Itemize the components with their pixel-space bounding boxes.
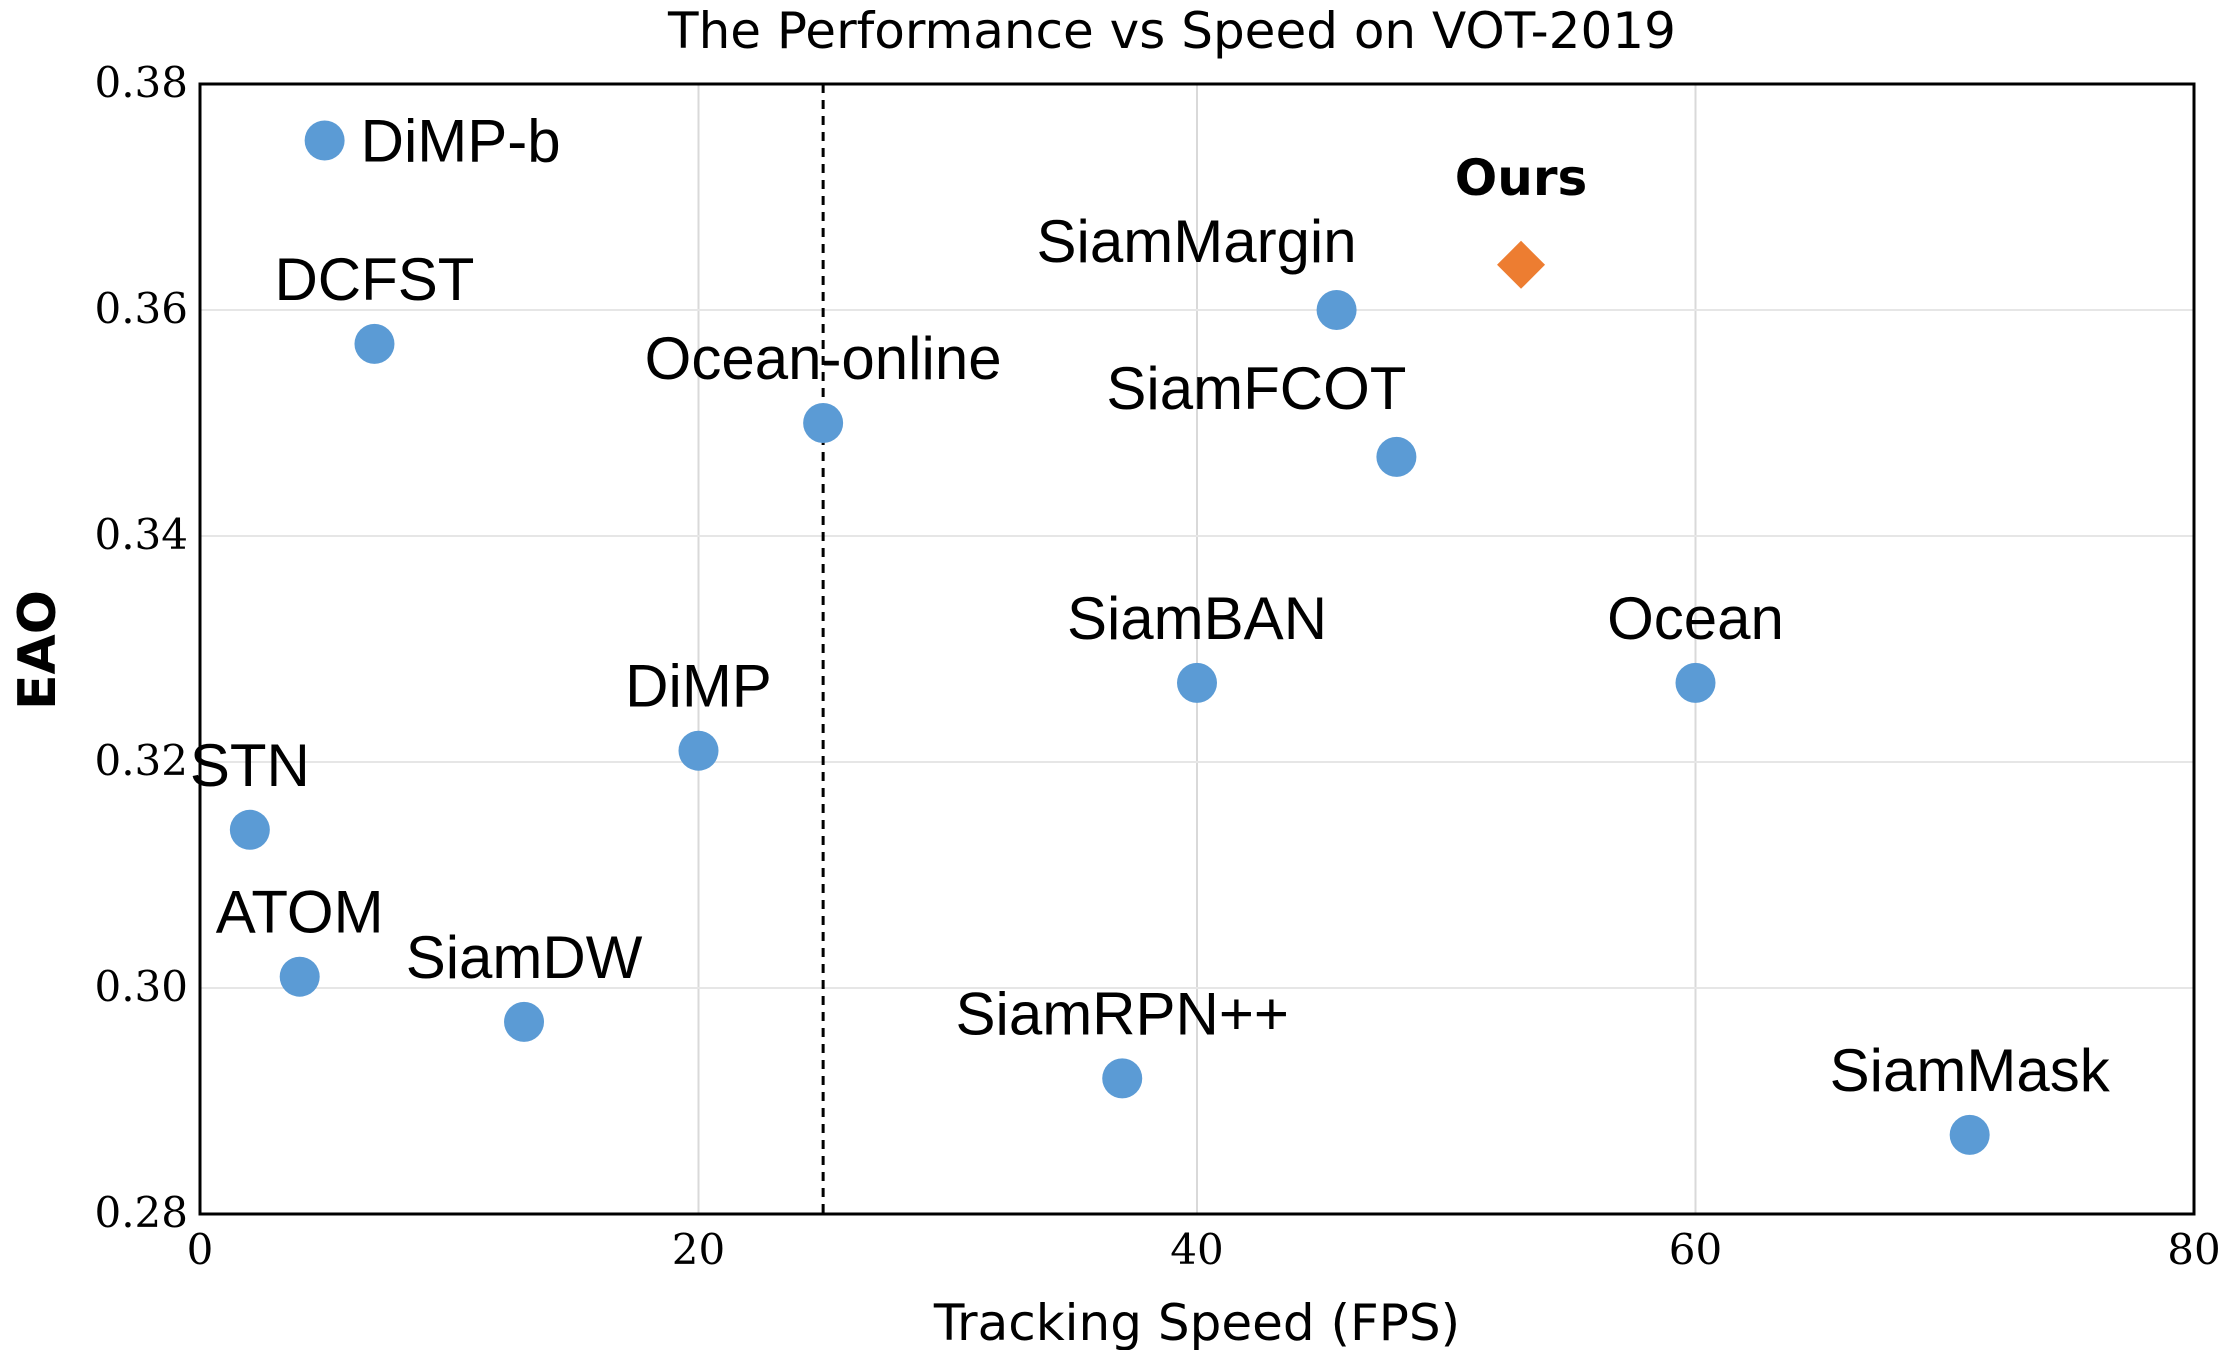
gridlines: [200, 84, 2194, 1214]
data-point: [1376, 436, 1417, 477]
point-label: Ocean: [1607, 585, 1784, 652]
x-tick-label: 20: [672, 1225, 725, 1274]
y-axis-label: EAO: [8, 590, 68, 710]
point-label: SiamDW: [406, 924, 643, 991]
y-tick-label: 0.30: [94, 962, 188, 1011]
point-label: DCFST: [274, 246, 474, 313]
point-label: SiamMask: [1830, 1037, 2111, 1104]
y-tick-label: 0.32: [94, 736, 188, 785]
point-label: Ocean-online: [645, 325, 1002, 392]
data-points: DiMP-b DCFST Ocean-online STN ATOM DiMP SiamDW…: [190, 108, 2111, 1155]
y-tick-label: 0.28: [94, 1188, 188, 1237]
point-label: ATOM: [216, 879, 384, 946]
x-axis-label: Tracking Speed (FPS): [933, 1294, 1460, 1350]
point-label: SiamFCOT: [1106, 355, 1406, 422]
data-point: [1102, 1058, 1143, 1099]
data-point: [229, 809, 270, 850]
point-label: STN: [190, 732, 310, 799]
y-tick-label: 0.34: [94, 510, 188, 559]
data-point: [354, 323, 395, 364]
x-tick-label: 80: [2167, 1225, 2220, 1274]
x-tick-label: 0: [187, 1225, 214, 1274]
data-point: [279, 956, 320, 997]
data-point-ours: [1497, 240, 1546, 289]
y-tick-label: 0.36: [94, 284, 188, 333]
plot-frame: [198, 82, 2196, 1216]
data-point: [678, 730, 719, 771]
chart-title: The Performance vs Speed on VOT-2019: [667, 2, 1676, 60]
data-point: [304, 120, 345, 161]
data-point: [1675, 662, 1716, 703]
point-label: DiMP-b: [361, 108, 561, 175]
y-tick-label: 0.38: [94, 58, 188, 107]
y-ticks: 0.28 0.30 0.32 0.34 0.36 0.38: [94, 58, 188, 1237]
x-tick-label: 40: [1170, 1225, 1223, 1274]
data-point: [1316, 290, 1357, 330]
point-label: DiMP: [625, 653, 772, 720]
x-ticks: 0 20 40 60 80: [187, 1225, 2221, 1274]
point-label: SiamRPN++: [955, 980, 1288, 1047]
data-point: [803, 403, 844, 443]
data-point: [1177, 662, 1217, 703]
point-label: SiamMargin: [1037, 208, 1357, 275]
data-point: [1949, 1114, 1990, 1155]
data-point: [504, 1001, 545, 1042]
point-label: SiamBAN: [1067, 585, 1327, 652]
x-tick-label: 60: [1669, 1225, 1722, 1274]
point-label: Ours: [1455, 149, 1588, 207]
